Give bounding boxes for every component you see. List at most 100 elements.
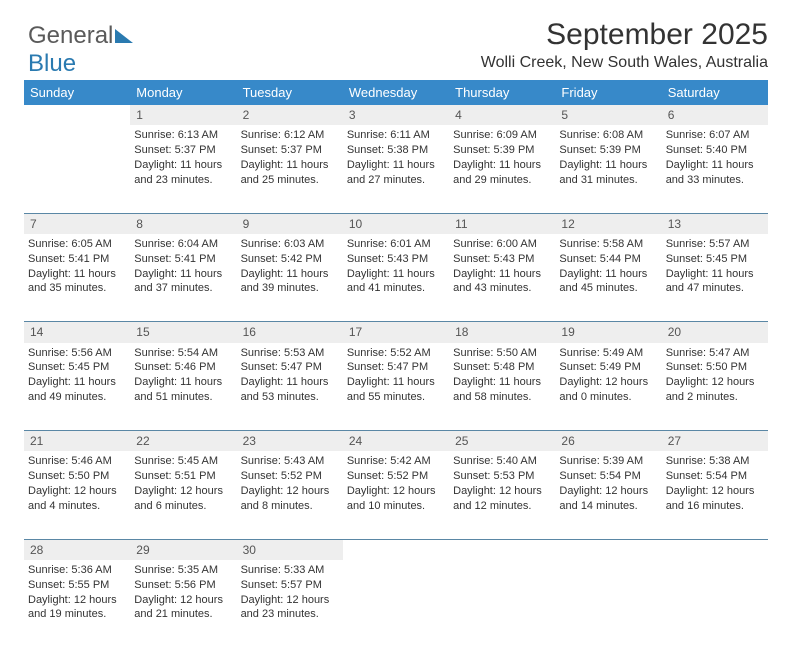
day-number-cell: 17: [343, 322, 449, 343]
d2-text: and 43 minutes.: [453, 281, 551, 296]
day-cell: Sunrise: 5:58 AMSunset: 5:44 PMDaylight:…: [555, 234, 661, 322]
d2-text: and 23 minutes.: [241, 607, 339, 622]
d2-text: and 45 minutes.: [559, 281, 657, 296]
d2-text: and 8 minutes.: [241, 499, 339, 514]
d2-text: and 37 minutes.: [134, 281, 232, 296]
sunset-text: Sunset: 5:47 PM: [347, 360, 445, 375]
day-number-cell: 4: [449, 105, 555, 125]
sunset-text: Sunset: 5:42 PM: [241, 252, 339, 267]
sunrise-text: Sunrise: 6:12 AM: [241, 128, 339, 143]
day-cell: [555, 560, 661, 648]
sunset-text: Sunset: 5:37 PM: [241, 143, 339, 158]
sunrise-text: Sunrise: 5:33 AM: [241, 563, 339, 578]
logo: General Blue: [28, 22, 133, 78]
day-cell: Sunrise: 5:50 AMSunset: 5:48 PMDaylight:…: [449, 343, 555, 431]
sunset-text: Sunset: 5:44 PM: [559, 252, 657, 267]
day-number-cell: 12: [555, 213, 661, 234]
day-cell: Sunrise: 6:01 AMSunset: 5:43 PMDaylight:…: [343, 234, 449, 322]
day-cell: Sunrise: 5:45 AMSunset: 5:51 PMDaylight:…: [130, 451, 236, 539]
day-cell: Sunrise: 5:42 AMSunset: 5:52 PMDaylight:…: [343, 451, 449, 539]
day-cell: Sunrise: 6:13 AMSunset: 5:37 PMDaylight:…: [130, 125, 236, 213]
d1-text: Daylight: 12 hours: [347, 484, 445, 499]
day-cell: Sunrise: 5:57 AMSunset: 5:45 PMDaylight:…: [662, 234, 768, 322]
d2-text: and 12 minutes.: [453, 499, 551, 514]
day-cell: [343, 560, 449, 648]
d2-text: and 58 minutes.: [453, 390, 551, 405]
sunrise-text: Sunrise: 6:09 AM: [453, 128, 551, 143]
week-row: Sunrise: 6:13 AMSunset: 5:37 PMDaylight:…: [24, 125, 768, 213]
weekday-header: Monday: [130, 80, 236, 105]
sunset-text: Sunset: 5:50 PM: [666, 360, 764, 375]
day-cell: Sunrise: 6:09 AMSunset: 5:39 PMDaylight:…: [449, 125, 555, 213]
logo-triangle-icon: [115, 29, 133, 43]
day-number-cell: 2: [237, 105, 343, 125]
d1-text: Daylight: 11 hours: [241, 375, 339, 390]
day-cell: Sunrise: 5:46 AMSunset: 5:50 PMDaylight:…: [24, 451, 130, 539]
sunset-text: Sunset: 5:52 PM: [347, 469, 445, 484]
week-row: Sunrise: 5:56 AMSunset: 5:45 PMDaylight:…: [24, 343, 768, 431]
week-row: Sunrise: 5:46 AMSunset: 5:50 PMDaylight:…: [24, 451, 768, 539]
day-cell: Sunrise: 6:05 AMSunset: 5:41 PMDaylight:…: [24, 234, 130, 322]
d1-text: Daylight: 11 hours: [559, 158, 657, 173]
day-number-cell: 3: [343, 105, 449, 125]
d2-text: and 39 minutes.: [241, 281, 339, 296]
sunrise-text: Sunrise: 6:08 AM: [559, 128, 657, 143]
sunrise-text: Sunrise: 6:04 AM: [134, 237, 232, 252]
day-cell: Sunrise: 5:49 AMSunset: 5:49 PMDaylight:…: [555, 343, 661, 431]
day-cell: Sunrise: 5:43 AMSunset: 5:52 PMDaylight:…: [237, 451, 343, 539]
sunset-text: Sunset: 5:37 PM: [134, 143, 232, 158]
d1-text: Daylight: 12 hours: [559, 375, 657, 390]
sunrise-text: Sunrise: 5:56 AM: [28, 346, 126, 361]
d2-text: and 31 minutes.: [559, 173, 657, 188]
d1-text: Daylight: 11 hours: [241, 158, 339, 173]
sunset-text: Sunset: 5:46 PM: [134, 360, 232, 375]
day-cell: Sunrise: 5:54 AMSunset: 5:46 PMDaylight:…: [130, 343, 236, 431]
d1-text: Daylight: 11 hours: [453, 267, 551, 282]
sunrise-text: Sunrise: 6:13 AM: [134, 128, 232, 143]
d2-text: and 53 minutes.: [241, 390, 339, 405]
d2-text: and 51 minutes.: [134, 390, 232, 405]
d1-text: Daylight: 12 hours: [134, 484, 232, 499]
d2-text: and 10 minutes.: [347, 499, 445, 514]
sunrise-text: Sunrise: 6:01 AM: [347, 237, 445, 252]
d2-text: and 6 minutes.: [134, 499, 232, 514]
day-cell: Sunrise: 5:36 AMSunset: 5:55 PMDaylight:…: [24, 560, 130, 648]
d2-text: and 19 minutes.: [28, 607, 126, 622]
day-number-cell: 15: [130, 322, 236, 343]
d2-text: and 27 minutes.: [347, 173, 445, 188]
d2-text: and 0 minutes.: [559, 390, 657, 405]
sunrise-text: Sunrise: 6:11 AM: [347, 128, 445, 143]
d1-text: Daylight: 12 hours: [453, 484, 551, 499]
day-cell: [449, 560, 555, 648]
logo-word1: General: [28, 22, 113, 49]
location-subtitle: Wolli Creek, New South Wales, Australia: [24, 54, 768, 72]
d1-text: Daylight: 12 hours: [134, 593, 232, 608]
d1-text: Daylight: 11 hours: [347, 267, 445, 282]
logo-word2: Blue: [28, 50, 76, 77]
d2-text: and 14 minutes.: [559, 499, 657, 514]
sunset-text: Sunset: 5:39 PM: [453, 143, 551, 158]
sunrise-text: Sunrise: 5:40 AM: [453, 454, 551, 469]
day-number-cell: 19: [555, 322, 661, 343]
sunset-text: Sunset: 5:48 PM: [453, 360, 551, 375]
day-number-cell: [662, 539, 768, 560]
day-number-cell: 29: [130, 539, 236, 560]
d2-text: and 4 minutes.: [28, 499, 126, 514]
day-cell: Sunrise: 6:03 AMSunset: 5:42 PMDaylight:…: [237, 234, 343, 322]
day-cell: Sunrise: 5:33 AMSunset: 5:57 PMDaylight:…: [237, 560, 343, 648]
day-number-cell: 14: [24, 322, 130, 343]
sunrise-text: Sunrise: 5:57 AM: [666, 237, 764, 252]
day-cell: Sunrise: 6:00 AMSunset: 5:43 PMDaylight:…: [449, 234, 555, 322]
d1-text: Daylight: 11 hours: [28, 267, 126, 282]
sunset-text: Sunset: 5:39 PM: [559, 143, 657, 158]
d1-text: Daylight: 11 hours: [241, 267, 339, 282]
d1-text: Daylight: 11 hours: [666, 158, 764, 173]
day-number-cell: 7: [24, 213, 130, 234]
day-number-cell: 30: [237, 539, 343, 560]
sunrise-text: Sunrise: 5:36 AM: [28, 563, 126, 578]
d2-text: and 49 minutes.: [28, 390, 126, 405]
header-block: September 2025 Wolli Creek, New South Wa…: [24, 18, 768, 72]
sunrise-text: Sunrise: 6:07 AM: [666, 128, 764, 143]
sunset-text: Sunset: 5:47 PM: [241, 360, 339, 375]
d1-text: Daylight: 12 hours: [666, 375, 764, 390]
